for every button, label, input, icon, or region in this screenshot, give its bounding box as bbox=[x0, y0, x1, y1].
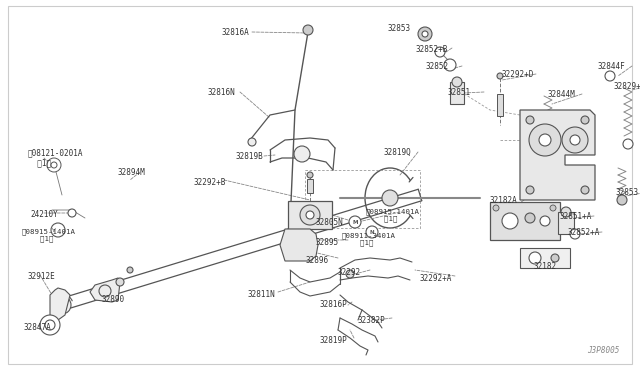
Text: 32912E: 32912E bbox=[28, 272, 56, 281]
Text: Ⓑ08121-0201A
  （1）: Ⓑ08121-0201A （1） bbox=[28, 148, 83, 167]
Circle shape bbox=[116, 278, 124, 286]
Circle shape bbox=[382, 190, 398, 206]
Text: M: M bbox=[352, 219, 358, 224]
Circle shape bbox=[529, 252, 541, 264]
Text: 32894M: 32894M bbox=[118, 168, 146, 177]
Circle shape bbox=[526, 116, 534, 124]
Text: 32895: 32895 bbox=[316, 238, 339, 247]
Circle shape bbox=[68, 209, 76, 217]
Circle shape bbox=[300, 205, 320, 225]
Text: 32852+A: 32852+A bbox=[568, 228, 600, 237]
Text: 32853: 32853 bbox=[616, 188, 639, 197]
Circle shape bbox=[617, 195, 627, 205]
Text: 32853: 32853 bbox=[388, 24, 411, 33]
Polygon shape bbox=[490, 202, 560, 240]
Text: 32852: 32852 bbox=[426, 62, 449, 71]
Text: 32829+A: 32829+A bbox=[614, 82, 640, 91]
Circle shape bbox=[550, 205, 556, 211]
Circle shape bbox=[581, 186, 589, 194]
Text: 32896: 32896 bbox=[305, 256, 328, 265]
Text: 32847A: 32847A bbox=[24, 323, 52, 332]
Circle shape bbox=[418, 27, 432, 41]
Text: 32819B: 32819B bbox=[236, 152, 264, 161]
Circle shape bbox=[303, 25, 313, 35]
Text: 32890: 32890 bbox=[102, 295, 125, 304]
Text: 32382P: 32382P bbox=[358, 316, 386, 325]
Text: N: N bbox=[370, 230, 374, 234]
Circle shape bbox=[497, 73, 503, 79]
Text: 32816P: 32816P bbox=[320, 300, 348, 309]
Circle shape bbox=[562, 127, 588, 153]
Polygon shape bbox=[288, 201, 332, 229]
Text: 24210Y: 24210Y bbox=[30, 210, 58, 219]
Circle shape bbox=[58, 301, 66, 309]
Circle shape bbox=[349, 216, 361, 228]
Text: 32811N: 32811N bbox=[248, 290, 276, 299]
Circle shape bbox=[51, 223, 65, 237]
Bar bbox=[450, 82, 464, 104]
Circle shape bbox=[422, 31, 428, 37]
Circle shape bbox=[493, 205, 499, 211]
Text: 32292+D: 32292+D bbox=[502, 70, 534, 79]
Text: 32816N: 32816N bbox=[208, 88, 236, 97]
Circle shape bbox=[529, 124, 561, 156]
Text: 32805N: 32805N bbox=[316, 218, 344, 227]
Circle shape bbox=[623, 139, 633, 149]
Circle shape bbox=[51, 162, 57, 168]
Text: 32819Q: 32819Q bbox=[384, 148, 412, 157]
Circle shape bbox=[581, 116, 589, 124]
Polygon shape bbox=[520, 110, 595, 200]
Polygon shape bbox=[280, 229, 318, 261]
Circle shape bbox=[570, 229, 580, 239]
Text: 32292: 32292 bbox=[338, 268, 361, 277]
Circle shape bbox=[53, 296, 71, 314]
Text: J3P8005: J3P8005 bbox=[587, 346, 620, 355]
Text: 32182A: 32182A bbox=[490, 196, 518, 205]
Circle shape bbox=[551, 254, 559, 262]
Circle shape bbox=[366, 226, 378, 238]
Text: 32844F: 32844F bbox=[598, 62, 626, 71]
Circle shape bbox=[444, 59, 456, 71]
Text: 32851: 32851 bbox=[448, 88, 471, 97]
Text: 32851+A: 32851+A bbox=[560, 212, 593, 221]
Circle shape bbox=[248, 138, 256, 146]
Circle shape bbox=[40, 315, 60, 335]
Polygon shape bbox=[520, 248, 570, 268]
Circle shape bbox=[605, 71, 615, 81]
Text: V: V bbox=[52, 228, 56, 232]
Circle shape bbox=[570, 135, 580, 145]
Circle shape bbox=[561, 207, 571, 217]
Text: 32844M: 32844M bbox=[548, 90, 576, 99]
Circle shape bbox=[307, 172, 313, 178]
Circle shape bbox=[99, 285, 111, 297]
Text: Ⓟ08915-1401A
    （1）: Ⓟ08915-1401A （1） bbox=[366, 208, 420, 222]
Circle shape bbox=[526, 186, 534, 194]
Bar bbox=[307, 179, 313, 193]
Circle shape bbox=[435, 47, 445, 57]
Circle shape bbox=[452, 77, 462, 87]
Text: 32292+A: 32292+A bbox=[420, 274, 452, 283]
Text: 32852+B: 32852+B bbox=[416, 45, 449, 54]
Circle shape bbox=[539, 134, 551, 146]
Circle shape bbox=[306, 211, 314, 219]
Bar bbox=[497, 94, 503, 116]
Circle shape bbox=[525, 213, 535, 223]
Circle shape bbox=[127, 267, 133, 273]
Polygon shape bbox=[50, 288, 70, 320]
Text: 32182: 32182 bbox=[534, 262, 557, 271]
Text: 32292+B: 32292+B bbox=[194, 178, 227, 187]
Text: Ⓝ08911-3401A
    （1）: Ⓝ08911-3401A （1） bbox=[342, 232, 396, 246]
Circle shape bbox=[45, 320, 55, 330]
Text: 32819P: 32819P bbox=[320, 336, 348, 345]
Bar bbox=[558, 212, 574, 234]
Text: Ⓟ08915-1401A
    （1）: Ⓟ08915-1401A （1） bbox=[22, 228, 76, 242]
Circle shape bbox=[540, 216, 550, 226]
Circle shape bbox=[294, 146, 310, 162]
Circle shape bbox=[502, 213, 518, 229]
Polygon shape bbox=[90, 278, 120, 302]
Circle shape bbox=[346, 270, 354, 278]
Text: 32816A: 32816A bbox=[222, 28, 250, 37]
Circle shape bbox=[47, 158, 61, 172]
